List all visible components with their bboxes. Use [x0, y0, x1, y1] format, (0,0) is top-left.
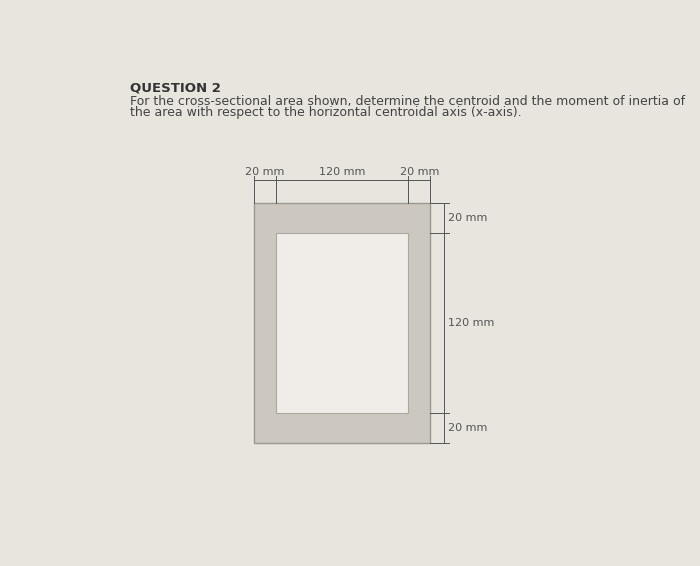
- Bar: [254, 203, 430, 443]
- Text: For the cross-sectional area shown, determine the centroid and the moment of ine: For the cross-sectional area shown, dete…: [130, 95, 685, 108]
- Text: 20 mm: 20 mm: [448, 213, 487, 222]
- Text: QUESTION 2: QUESTION 2: [130, 82, 221, 95]
- Text: the area with respect to the horizontal centroidal axis (x-axis).: the area with respect to the horizontal …: [130, 106, 522, 119]
- Text: 20 mm: 20 mm: [400, 168, 439, 177]
- Text: 20 mm: 20 mm: [246, 168, 285, 177]
- Text: 120 mm: 120 mm: [319, 168, 365, 177]
- Text: 20 mm: 20 mm: [448, 423, 487, 433]
- Bar: [276, 233, 408, 413]
- Text: 120 mm: 120 mm: [448, 318, 494, 328]
